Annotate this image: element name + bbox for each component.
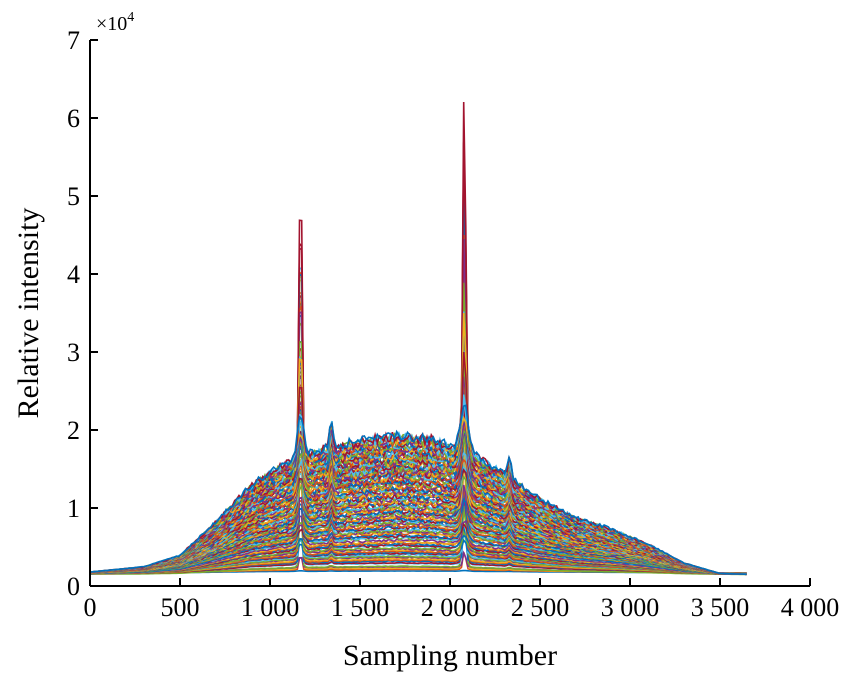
y-axis-title: Relative intensity bbox=[12, 208, 45, 419]
y-tick-label: 1 bbox=[67, 494, 80, 523]
spectrum-line bbox=[89, 276, 747, 575]
x-axis-title: Sampling number bbox=[343, 639, 557, 672]
x-tick-label: 3 500 bbox=[691, 593, 750, 622]
x-tick-label: 3 000 bbox=[601, 593, 660, 622]
y-axis: 0 1 2 3 4 5 6 7 bbox=[67, 26, 98, 601]
y-tick-label: 5 bbox=[67, 182, 80, 211]
spectrum-line bbox=[89, 404, 747, 575]
y-multiplier-base: ×10 bbox=[96, 13, 127, 35]
y-tick-label: 4 bbox=[67, 260, 80, 289]
series-group bbox=[89, 101, 747, 576]
x-axis: 0 500 1 000 1 500 2 000 2 500 3 000 3 500 4 000 bbox=[84, 578, 840, 622]
x-tick-label: 1 000 bbox=[241, 593, 300, 622]
y-tick-label: 3 bbox=[67, 338, 80, 367]
x-tick-label: 0 bbox=[84, 593, 97, 622]
y-tick-label: 7 bbox=[67, 26, 80, 55]
x-tick-label: 2 500 bbox=[511, 593, 570, 622]
y-multiplier-exp: 4 bbox=[127, 10, 134, 25]
spectrum-line bbox=[89, 234, 747, 575]
x-tick-label: 4 000 bbox=[781, 593, 840, 622]
y-multiplier: ×104 bbox=[96, 10, 134, 35]
x-tick-label: 2 000 bbox=[421, 593, 480, 622]
x-tick-label: 1 500 bbox=[331, 593, 390, 622]
x-tick-label: 500 bbox=[161, 593, 200, 622]
y-tick-label: 2 bbox=[67, 416, 80, 445]
y-tick-label: 6 bbox=[67, 104, 80, 133]
spectrum-line bbox=[90, 413, 747, 576]
spectrum-line bbox=[89, 381, 747, 575]
y-tick-label: 0 bbox=[67, 572, 80, 601]
